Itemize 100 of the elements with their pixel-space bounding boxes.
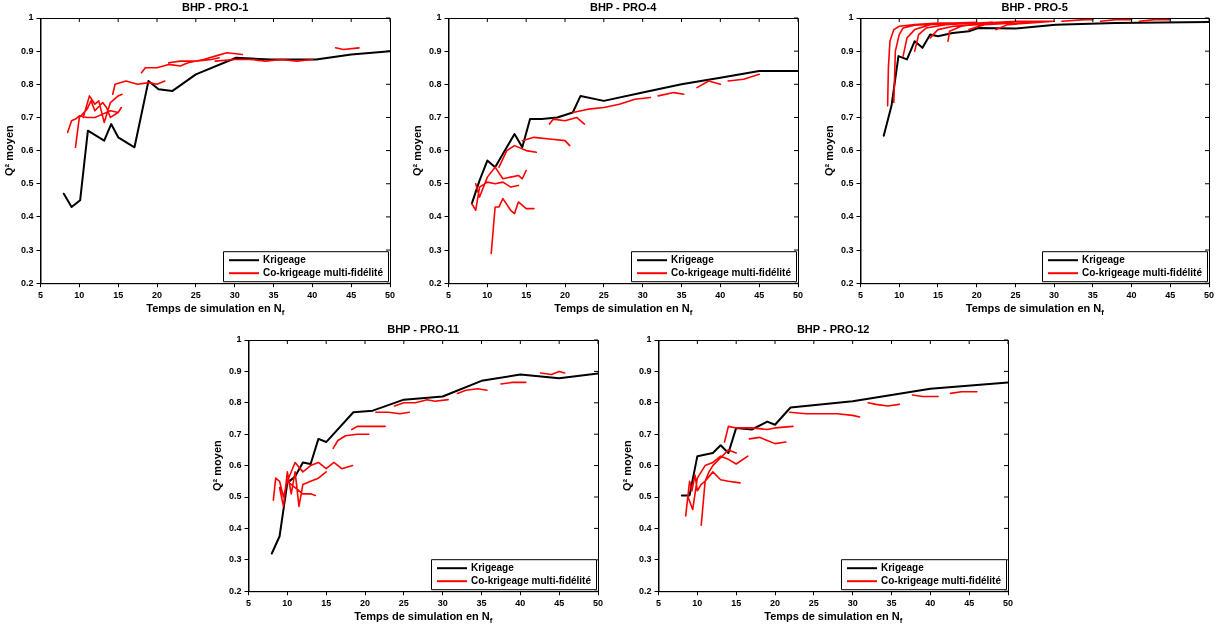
chart-title: BHP - PRO-4	[589, 1, 658, 14]
x-tick-label: 25	[190, 290, 201, 301]
y-tick-label: 0.4	[639, 522, 652, 533]
x-tick-label: 40	[515, 598, 526, 609]
chart-title: BHP - PRO-5	[1001, 1, 1068, 14]
x-tick-label: 5	[858, 290, 864, 301]
x-tick-label: 30	[229, 290, 240, 301]
x-tick-label: 20	[770, 598, 781, 609]
y-tick-label: 0.7	[229, 428, 242, 439]
y-tick-label: 0.8	[429, 78, 442, 89]
x-tick-label: 25	[598, 290, 609, 301]
x-tick-label: 50	[1002, 598, 1014, 609]
y-axis-title: Q² moyen	[621, 439, 634, 491]
legend-label: Co-krigeage multi-fidélité	[470, 574, 592, 586]
chart-title: BHP - PRO-11	[387, 323, 460, 336]
x-tick-label: 10	[282, 598, 293, 609]
x-tick-label: 10	[482, 290, 493, 301]
x-tick-label: 25	[808, 598, 819, 609]
y-tick-label: 0.2	[639, 585, 652, 596]
x-tick-label: 20	[360, 598, 371, 609]
y-tick-label: 0.8	[229, 397, 242, 408]
y-tick-label: 0.5	[429, 178, 442, 189]
x-tick-label: 15	[521, 290, 532, 301]
y-tick-label: 0.8	[639, 397, 652, 408]
x-tick-label: 40	[307, 290, 318, 301]
x-tick-label: 10	[74, 290, 85, 301]
y-tick-label: 0.6	[841, 145, 854, 156]
x-tick-label: 40	[1126, 290, 1137, 301]
x-tick-label: 30	[437, 598, 448, 609]
y-tick-label: 0.7	[841, 111, 854, 122]
chart-title: BHP - PRO-12	[796, 323, 870, 336]
x-tick-label: 10	[894, 290, 905, 301]
x-tick-label: 5	[446, 290, 452, 301]
x-tick-label: 35	[476, 598, 487, 609]
legend-label: Krigeage	[262, 253, 307, 265]
x-tick-label: 15	[113, 290, 124, 301]
y-tick-label: 0.6	[229, 460, 242, 471]
y-axis-title: Q² moyen	[823, 124, 836, 176]
y-tick-label: 0.3	[639, 554, 652, 565]
x-tick-label: 10	[692, 598, 703, 609]
x-tick-label: 35	[1087, 290, 1098, 301]
x-tick-label: 20	[560, 290, 571, 301]
x-tick-label: 35	[268, 290, 279, 301]
x-tick-label: 5	[656, 598, 662, 609]
x-tick-label: 45	[554, 598, 565, 609]
y-tick-label: 1	[436, 12, 442, 23]
y-tick-label: 0.8	[841, 78, 854, 89]
y-axis-title: Q² moyen	[211, 439, 224, 491]
x-tick-label: 45	[1165, 290, 1176, 301]
x-tick-label: 50	[592, 598, 604, 609]
y-tick-label: 0.4	[841, 211, 854, 222]
y-tick-label: 0.4	[429, 211, 442, 222]
x-tick-label: 40	[925, 598, 936, 609]
legend-label: Krigeage	[670, 253, 715, 265]
x-tick-label: 20	[152, 290, 163, 301]
y-tick-label: 0.7	[429, 111, 442, 122]
legend-label: Co-krigeage multi-fidélité	[880, 574, 1002, 586]
y-tick-label: 0.5	[639, 491, 652, 502]
y-tick-label: 0.5	[841, 178, 854, 189]
y-tick-label: 0.3	[429, 244, 442, 255]
y-tick-label: 0.3	[229, 554, 242, 565]
x-tick-label: 45	[964, 598, 975, 609]
x-tick-label: 50	[792, 290, 804, 301]
y-tick-label: 1	[236, 334, 242, 345]
y-tick-label: 0.7	[21, 111, 34, 122]
x-tick-label: 20	[971, 290, 982, 301]
y-tick-label: 1	[646, 334, 652, 345]
x-tick-label: 40	[715, 290, 726, 301]
y-tick-label: 0.2	[429, 277, 442, 288]
x-tick-label: 35	[886, 598, 897, 609]
y-tick-label: 0.5	[229, 491, 242, 502]
x-tick-label: 50	[384, 290, 396, 301]
x-tick-label: 35	[676, 290, 687, 301]
y-axis-title: Q² moyen	[3, 124, 16, 176]
legend-label: Co-krigeage multi-fidélité	[670, 266, 792, 278]
x-tick-label: 50	[1203, 290, 1215, 301]
y-tick-label: 0.7	[639, 428, 652, 439]
y-tick-label: 0.2	[229, 585, 242, 596]
x-tick-label: 30	[847, 598, 858, 609]
x-tick-label: 45	[346, 290, 357, 301]
x-tick-label: 25	[398, 598, 409, 609]
y-tick-label: 0.6	[429, 145, 442, 156]
x-tick-label: 15	[731, 598, 742, 609]
legend-label: Co-krigeage multi-fidélité	[262, 266, 384, 278]
y-tick-label: 0.8	[21, 78, 34, 89]
legend-label: Krigeage	[880, 561, 925, 573]
y-tick-label: 1	[28, 12, 34, 23]
legend-label: Krigeage	[470, 561, 515, 573]
chart-title: BHP - PRO-1	[181, 1, 249, 14]
y-tick-label: 0.9	[429, 45, 442, 56]
y-tick-label: 0.6	[21, 145, 34, 156]
y-tick-label: 0.6	[639, 460, 652, 471]
y-tick-label: 0.9	[229, 365, 242, 376]
y-tick-label: 0.9	[841, 45, 854, 56]
legend-label: Co-krigeage multi-fidélité	[1081, 266, 1203, 278]
y-tick-label: 0.4	[21, 211, 34, 222]
legend-label: Krigeage	[1081, 253, 1126, 265]
x-tick-label: 5	[38, 290, 44, 301]
x-tick-label: 15	[932, 290, 943, 301]
y-tick-label: 0.3	[21, 244, 34, 255]
